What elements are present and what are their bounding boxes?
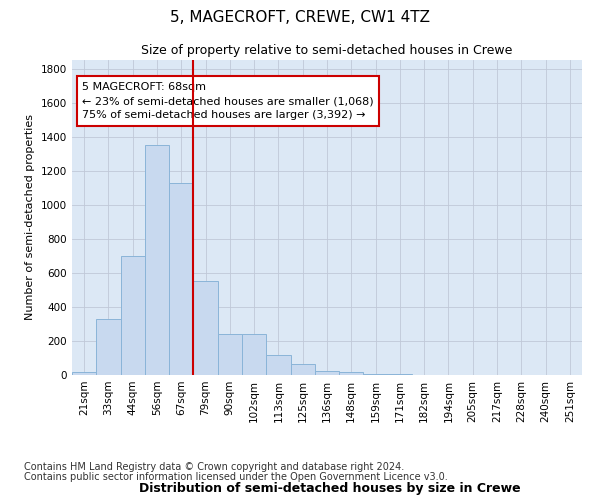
Bar bbox=[193, 282, 218, 375]
Text: 5, MAGECROFT, CREWE, CW1 4TZ: 5, MAGECROFT, CREWE, CW1 4TZ bbox=[170, 10, 430, 25]
Text: Contains public sector information licensed under the Open Government Licence v3: Contains public sector information licen… bbox=[24, 472, 448, 482]
Text: Distribution of semi-detached houses by size in Crewe: Distribution of semi-detached houses by … bbox=[139, 482, 521, 495]
Bar bbox=[339, 372, 364, 375]
Bar bbox=[290, 364, 315, 375]
Bar bbox=[364, 374, 388, 375]
Bar bbox=[121, 256, 145, 375]
Bar bbox=[266, 354, 290, 375]
Bar bbox=[96, 319, 121, 375]
Bar bbox=[218, 334, 242, 375]
Bar bbox=[388, 374, 412, 375]
Bar bbox=[169, 182, 193, 375]
Bar bbox=[242, 334, 266, 375]
Y-axis label: Number of semi-detached properties: Number of semi-detached properties bbox=[25, 114, 35, 320]
Bar bbox=[145, 145, 169, 375]
Text: Contains HM Land Registry data © Crown copyright and database right 2024.: Contains HM Land Registry data © Crown c… bbox=[24, 462, 404, 472]
Text: 5 MAGECROFT: 68sqm
← 23% of semi-detached houses are smaller (1,068)
75% of semi: 5 MAGECROFT: 68sqm ← 23% of semi-detache… bbox=[82, 82, 374, 120]
Title: Size of property relative to semi-detached houses in Crewe: Size of property relative to semi-detach… bbox=[142, 44, 512, 58]
Bar bbox=[72, 372, 96, 375]
Bar bbox=[315, 370, 339, 375]
